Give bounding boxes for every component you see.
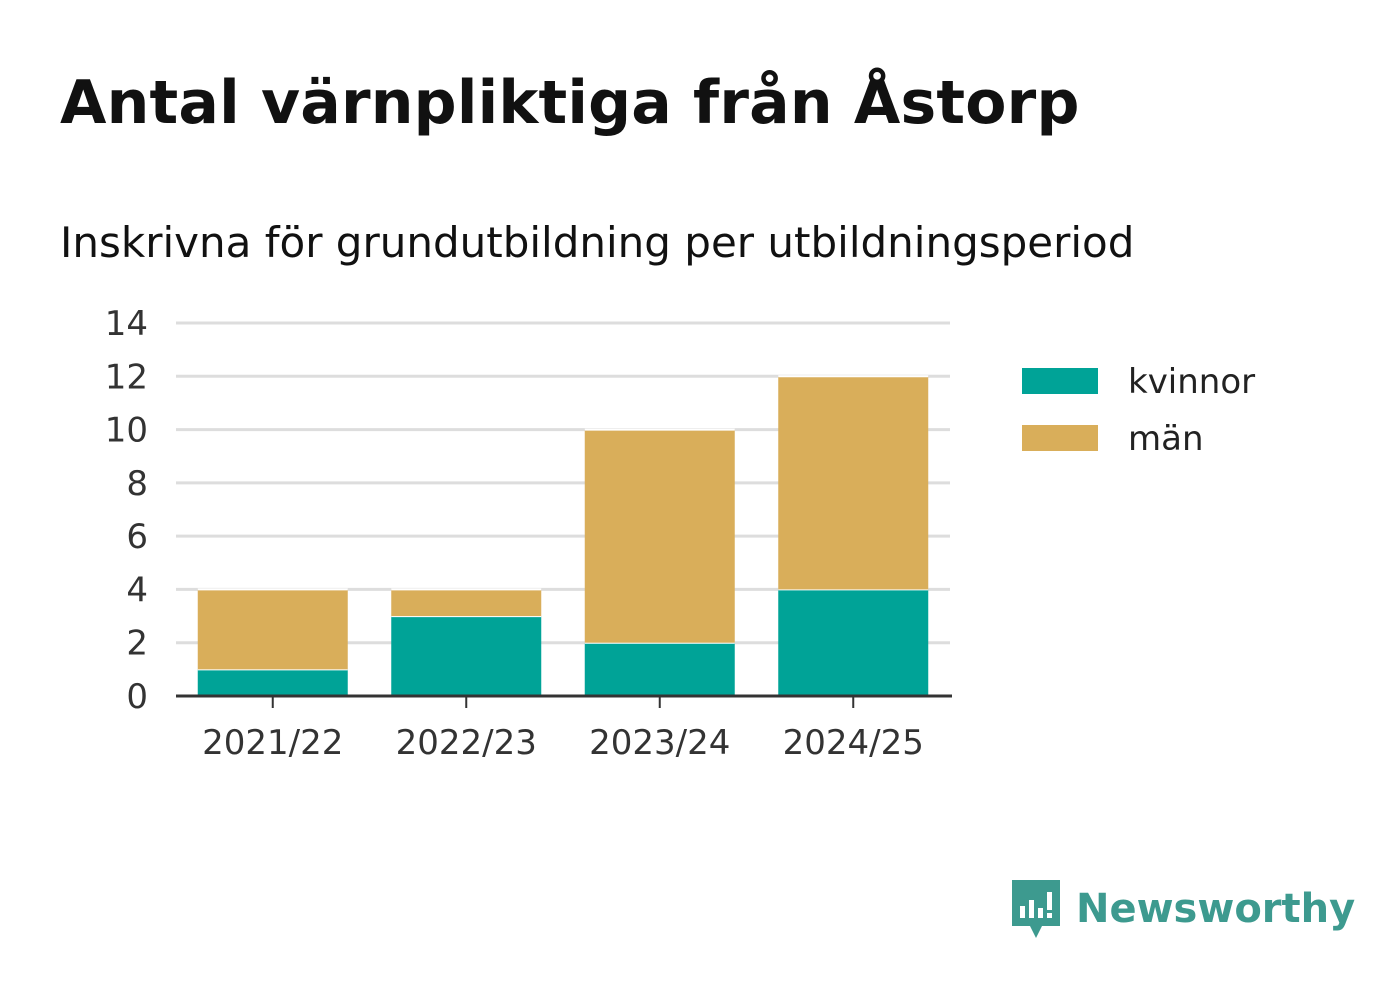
bar-segment-kvinnor bbox=[778, 589, 929, 696]
x-tick-label: 2022/23 bbox=[396, 723, 537, 763]
bars bbox=[197, 375, 929, 696]
bar-segment-kvinnor bbox=[197, 669, 348, 696]
bar-segment-man bbox=[778, 376, 929, 590]
x-tick-label: 2023/24 bbox=[589, 723, 730, 763]
chart-subtitle: Inskrivna för grundutbildning per utbild… bbox=[60, 218, 1135, 267]
brand-name: Newsworthy bbox=[1076, 886, 1356, 932]
y-tick-label: 8 bbox=[126, 464, 148, 504]
y-tick-label: 6 bbox=[126, 517, 148, 557]
bar-segment-man bbox=[584, 429, 735, 643]
legend-label: män bbox=[1128, 419, 1204, 459]
y-tick-label: 10 bbox=[105, 411, 148, 451]
legend-swatch bbox=[1022, 425, 1098, 451]
axes: 0 2 4 6 8 10 12 14 2021/22 2022/23 2023/24 2024/25 bbox=[105, 304, 952, 763]
newsworthy-brand: Newsworthy bbox=[1010, 878, 1355, 940]
x-tick-label: 2021/22 bbox=[202, 723, 343, 763]
newsworthy-logo-icon bbox=[1012, 880, 1060, 938]
y-tick-label: 14 bbox=[105, 304, 148, 344]
y-tick-label: 4 bbox=[126, 570, 148, 610]
chart-title: Antal värnpliktiga från Åstorp bbox=[60, 68, 1080, 138]
y-tick-label: 2 bbox=[126, 624, 148, 664]
bar-segment-man bbox=[197, 589, 348, 670]
y-tick-label: 0 bbox=[126, 677, 148, 717]
legend-swatch bbox=[1022, 368, 1098, 394]
bar-segment-kvinnor bbox=[391, 616, 542, 696]
x-tick-label: 2024/25 bbox=[783, 723, 924, 763]
legend: kvinnor män bbox=[1022, 362, 1255, 459]
bar-segment-kvinnor bbox=[584, 642, 735, 696]
legend-label: kvinnor bbox=[1128, 362, 1255, 402]
y-tick-label: 12 bbox=[105, 357, 148, 397]
bar-segment-man bbox=[391, 589, 542, 617]
